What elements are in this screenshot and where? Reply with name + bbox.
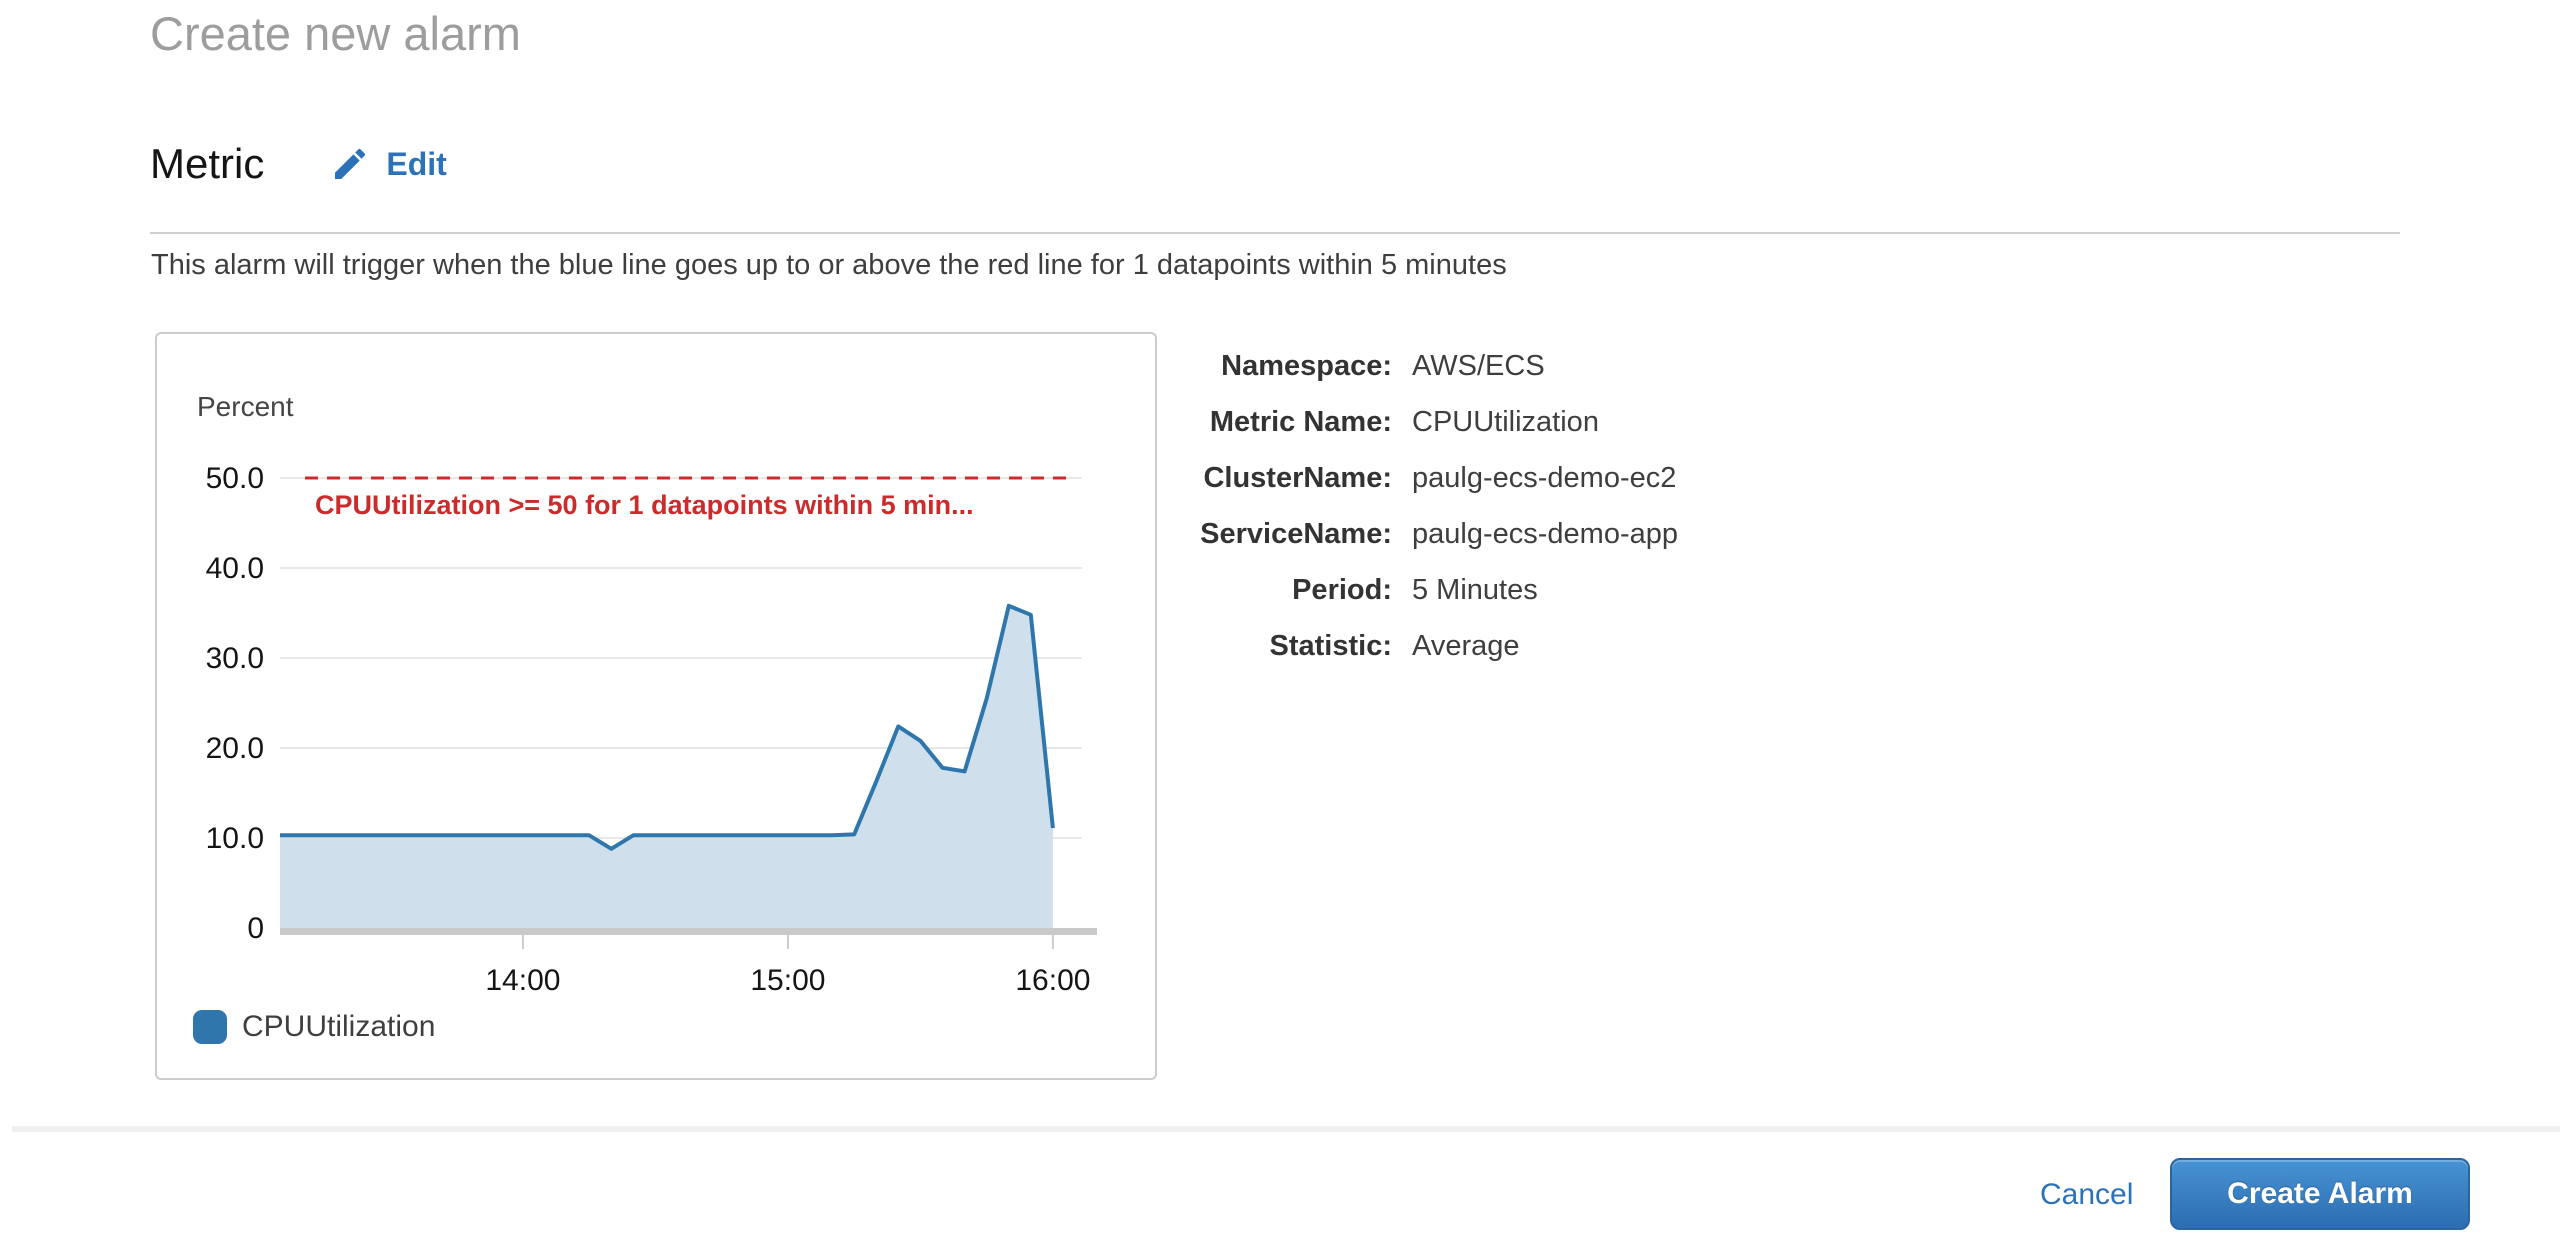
detail-value: AWS/ECS — [1412, 349, 1545, 382]
svg-text:10.0: 10.0 — [206, 822, 264, 855]
svg-text:50.0: 50.0 — [206, 462, 264, 495]
detail-value: 5 Minutes — [1412, 573, 1538, 606]
svg-text:14:00: 14:00 — [485, 964, 560, 997]
legend-color-swatch — [193, 1010, 227, 1044]
svg-text:CPUUtilization >= 50 for 1 dat: CPUUtilization >= 50 for 1 datapoints wi… — [315, 490, 974, 520]
footer-divider — [12, 1126, 2560, 1132]
detail-row-cluster-name: ClusterName: paulg-ecs-demo-ec2 — [1100, 450, 1678, 506]
metric-section-title: Metric — [150, 140, 265, 187]
svg-text:16:00: 16:00 — [1015, 964, 1090, 997]
detail-label: ServiceName: — [1200, 517, 1392, 550]
detail-row-period: Period: 5 Minutes — [1100, 562, 1678, 618]
svg-text:15:00: 15:00 — [750, 964, 825, 997]
detail-row-service-name: ServiceName: paulg-ecs-demo-app — [1100, 506, 1678, 562]
detail-value: paulg-ecs-demo-app — [1412, 517, 1678, 550]
chart-unit-label: Percent — [197, 391, 294, 422]
detail-label: Namespace: — [1221, 349, 1392, 382]
detail-row-statistic: Statistic: Average — [1100, 618, 1678, 674]
edit-metric-button[interactable]: Edit — [330, 144, 447, 184]
detail-value: Average — [1412, 629, 1520, 662]
alarm-trigger-description: This alarm will trigger when the blue li… — [151, 249, 1507, 281]
detail-row-namespace: Namespace: AWS/ECS — [1100, 338, 1678, 394]
detail-label: ClusterName: — [1203, 461, 1392, 494]
svg-text:30.0: 30.0 — [206, 642, 264, 675]
svg-text:40.0: 40.0 — [206, 552, 264, 585]
metric-chart-svg: 0 10.0 20.0 30.0 40.0 50.0 14:00 15:00 16:00 CPUU… — [206, 462, 1097, 997]
cancel-button[interactable]: Cancel — [2040, 1178, 2134, 1211]
edit-link-label: Edit — [386, 145, 447, 182]
svg-text:0: 0 — [247, 912, 264, 945]
pencil-icon — [335, 148, 366, 179]
detail-label: Metric Name: — [1209, 405, 1392, 438]
page-title: Create new alarm — [150, 7, 521, 60]
detail-value: paulg-ecs-demo-ec2 — [1412, 461, 1677, 494]
chart-legend: CPUUtilization — [193, 1010, 435, 1044]
section-divider — [150, 232, 2400, 234]
metric-details-list: Namespace: AWS/ECS Metric Name: CPUUtili… — [1100, 338, 1678, 674]
detail-label: Statistic: — [1269, 629, 1392, 662]
metric-chart-panel: Percent 0 10.0 20.0 30.0 40.0 50.0 14:00 15:00 1… — [155, 332, 1157, 1080]
detail-row-metric-name: Metric Name: CPUUtilization — [1100, 394, 1678, 450]
detail-label: Period: — [1292, 573, 1392, 606]
legend-series-label: CPUUtilization — [242, 1010, 436, 1043]
svg-text:20.0: 20.0 — [206, 732, 264, 765]
detail-value: CPUUtilization — [1412, 405, 1599, 438]
metric-section-header: Metric Edit — [150, 140, 447, 188]
create-alarm-button[interactable]: Create Alarm — [2170, 1158, 2470, 1230]
